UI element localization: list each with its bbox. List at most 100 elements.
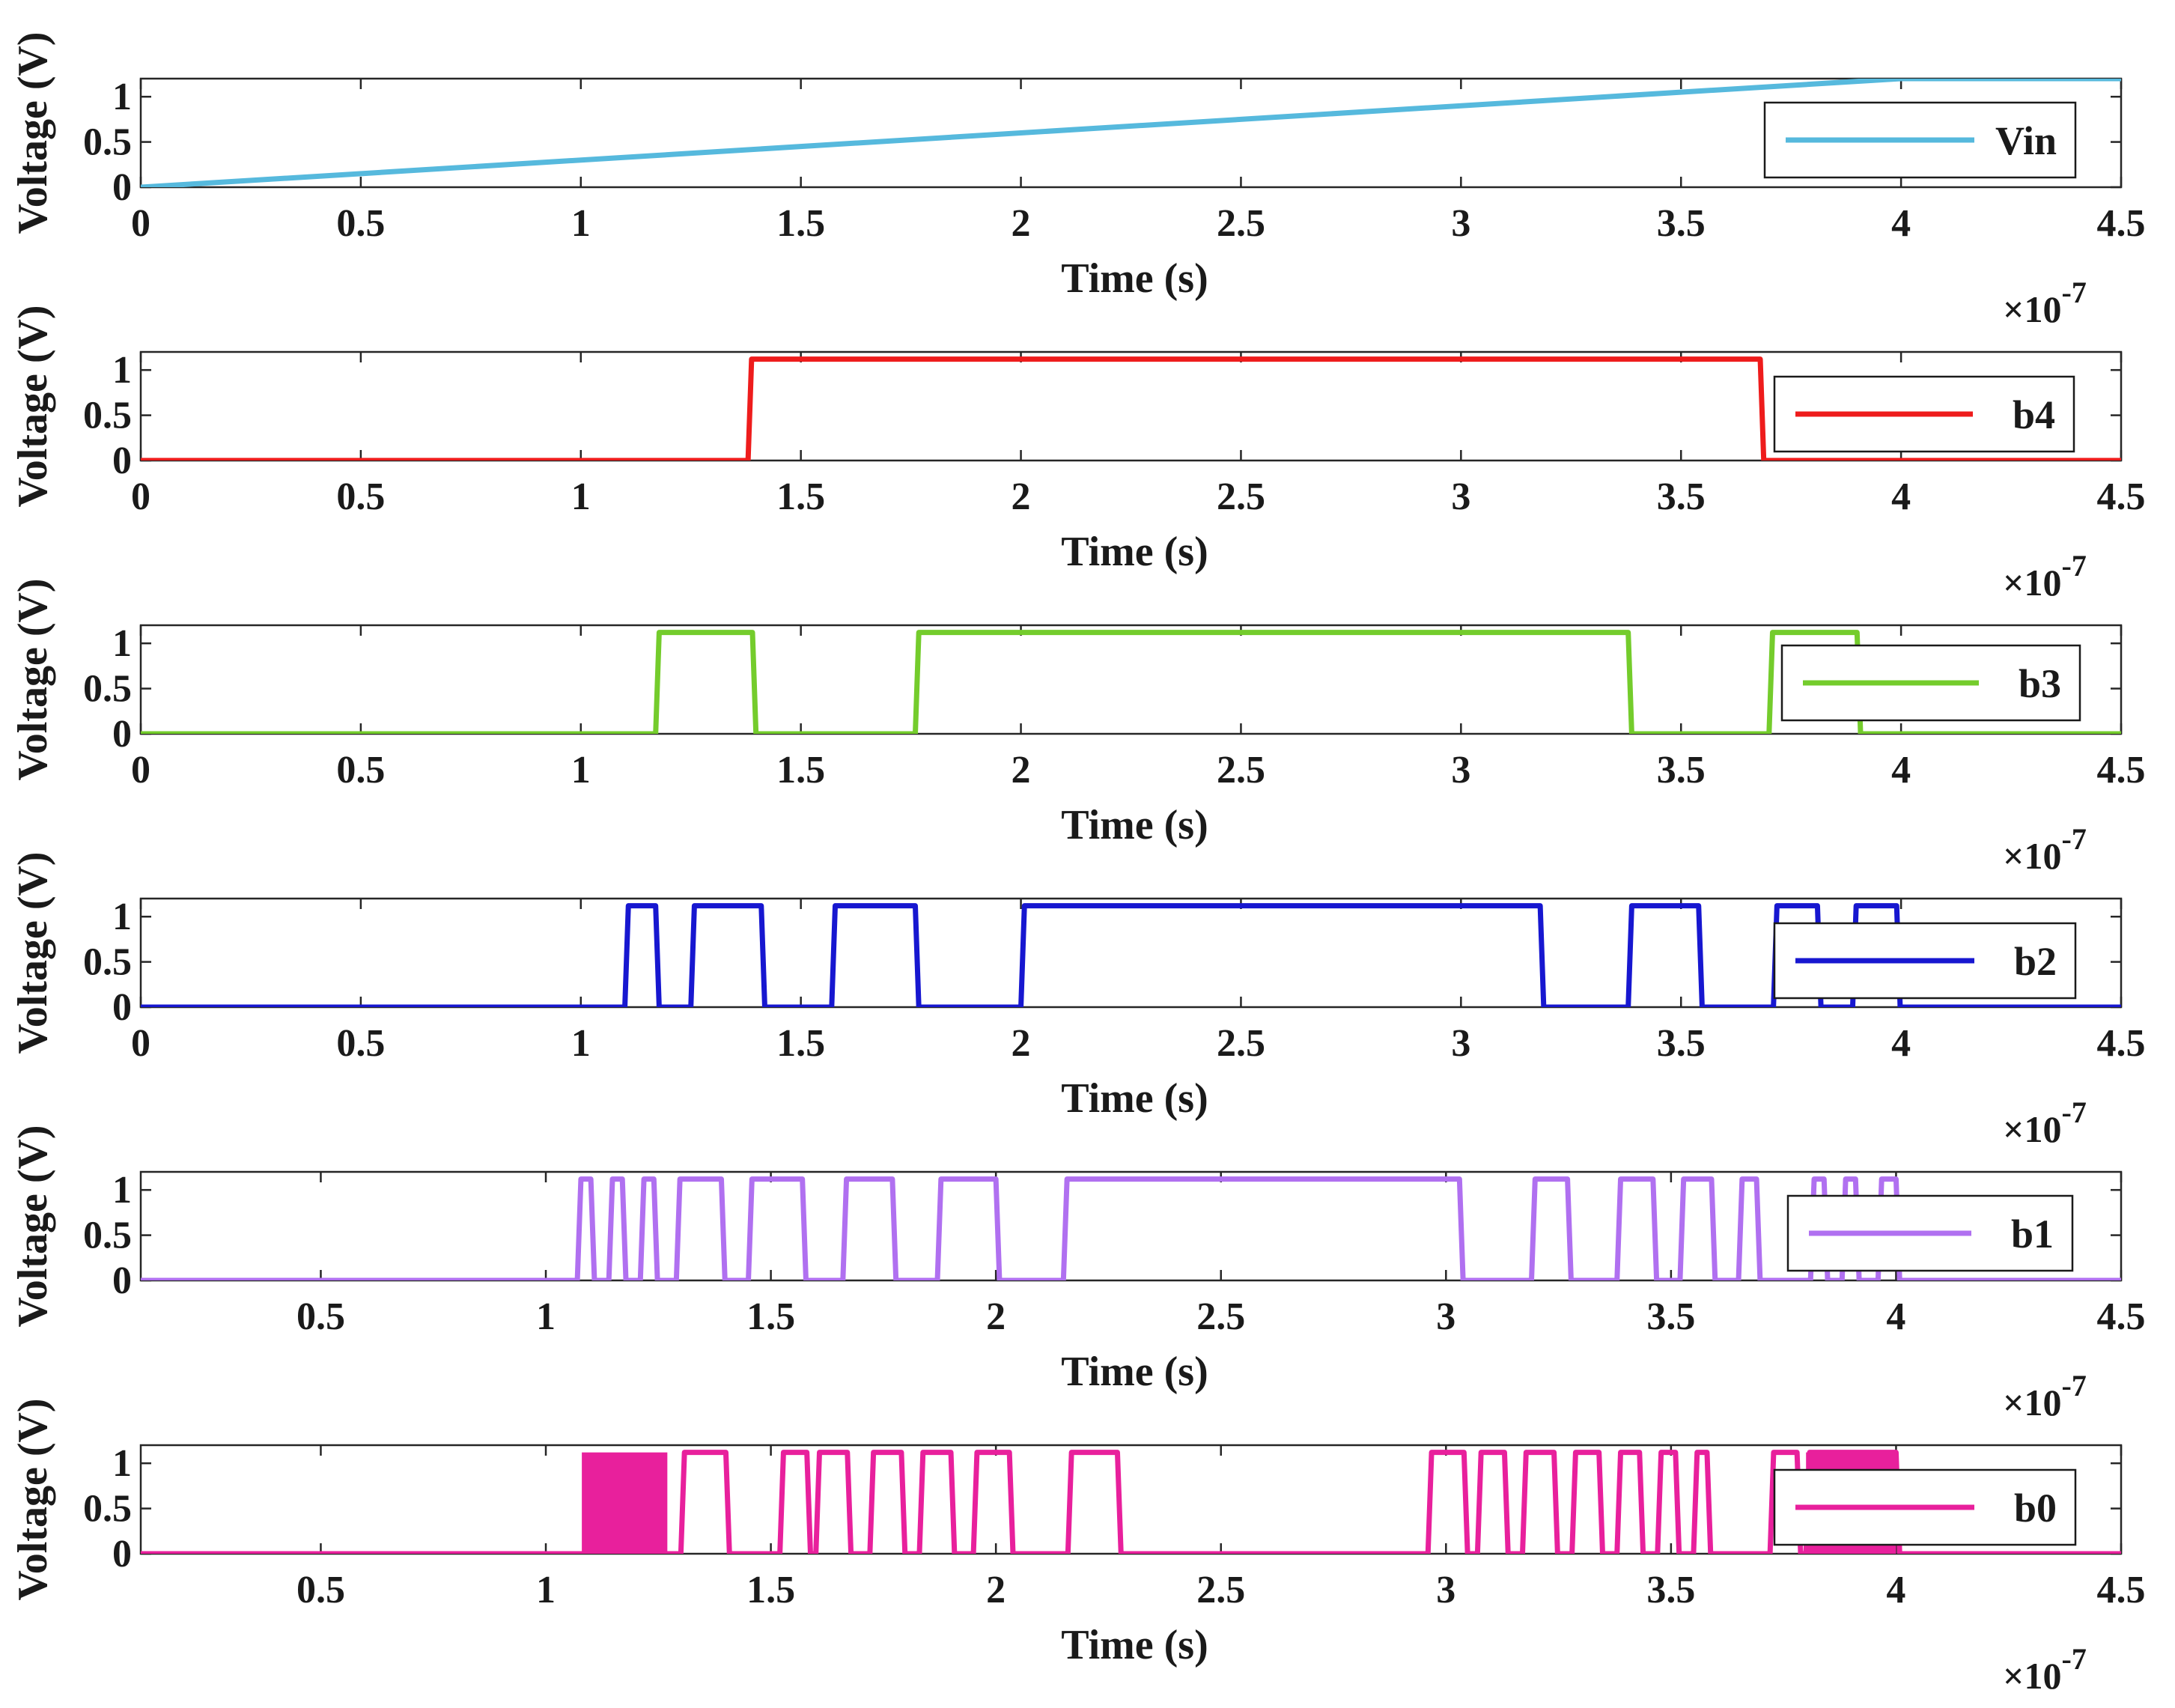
- x-tick-label: 1: [536, 1295, 556, 1338]
- legend: b3: [1780, 644, 2081, 722]
- x-tick-label: 2.5: [1217, 475, 1265, 518]
- x-exponent-power: -7: [2062, 822, 2087, 856]
- x-axis-label: Time (s): [1061, 1349, 1208, 1395]
- legend-label: b2: [2014, 939, 2057, 984]
- x-tick-label: 3.5: [1657, 749, 1706, 791]
- y-axis-label: Voltage (V): [10, 851, 56, 1054]
- x-tick-label: 0: [131, 749, 150, 791]
- x-tick-label: 3.5: [1646, 1295, 1695, 1338]
- x-exponent: ×10-7: [2003, 1095, 2087, 1150]
- x-exponent-base: ×10: [2003, 1382, 2062, 1423]
- legend: b2: [1773, 922, 2077, 1000]
- series-Vin-line: [141, 79, 2121, 187]
- x-tick-label: 1.5: [746, 1569, 795, 1611]
- y-axis-label: Voltage (V): [10, 31, 56, 234]
- x-tick-label: 4: [1886, 1569, 1905, 1611]
- x-tick-label: 0: [131, 1022, 150, 1065]
- y-tick-label: 0.5: [83, 668, 132, 711]
- x-axis-label: Time (s): [1061, 529, 1208, 575]
- x-tick-label: 2.5: [1196, 1295, 1245, 1338]
- legend-label: Vin: [1995, 118, 2057, 163]
- y-tick-label: 0.5: [83, 1488, 132, 1531]
- x-exponent: ×10-7: [2003, 549, 2087, 604]
- x-exponent-base: ×10: [2003, 1108, 2062, 1150]
- y-tick-label: 1: [112, 1169, 132, 1212]
- series-b4-group: [141, 356, 2121, 461]
- x-tick-label: 4: [1891, 749, 1911, 791]
- y-tick-label: 0: [112, 1259, 132, 1302]
- y-axis-label: Voltage (V): [10, 1125, 56, 1327]
- x-axis-label: Time (s): [1061, 1622, 1208, 1668]
- y-axis-label: Voltage (V): [10, 1398, 56, 1600]
- y-tick-label: 0: [112, 1533, 132, 1575]
- x-tick-label: 0.5: [296, 1569, 345, 1611]
- x-tick-label: 0.5: [296, 1295, 345, 1338]
- x-tick-label: 0.5: [336, 749, 385, 791]
- x-tick-label: 3: [1451, 1022, 1470, 1065]
- legend: Vin: [1763, 101, 2077, 179]
- x-tick-label: 2.5: [1217, 202, 1265, 245]
- series-b4-line: [141, 356, 2121, 461]
- y-axis-label: Voltage (V): [10, 578, 56, 780]
- legend-label: b0: [2014, 1486, 2057, 1531]
- y-tick-label: 0: [112, 713, 132, 756]
- x-tick-label: 1: [571, 749, 591, 791]
- y-tick-label: 1: [112, 76, 132, 118]
- x-tick-label: 1: [571, 202, 591, 245]
- series-b2-group: [141, 903, 2121, 1007]
- x-tick-label: 4.5: [2097, 1295, 2146, 1338]
- x-tick-label: 4: [1886, 1295, 1905, 1338]
- x-axis-label: Time (s): [1061, 255, 1208, 302]
- x-exponent-power: -7: [2062, 1369, 2087, 1402]
- x-tick-label: 2.5: [1217, 1022, 1265, 1065]
- x-tick-label: 1.5: [776, 475, 825, 518]
- dense-switching-block: [582, 1452, 668, 1554]
- legend-label: b1: [2011, 1212, 2054, 1256]
- x-tick-label: 3: [1436, 1295, 1455, 1338]
- x-exponent: ×10-7: [2003, 1642, 2087, 1697]
- series-b1-line: [141, 1176, 2121, 1280]
- y-tick-label: 0.5: [83, 941, 132, 984]
- x-tick-label: 3.5: [1657, 475, 1706, 518]
- series-b0-line: [141, 1450, 2121, 1554]
- legend-label: b3: [2019, 661, 2061, 706]
- x-tick-label: 3.5: [1657, 1022, 1706, 1065]
- x-tick-label: 2: [986, 1295, 1006, 1338]
- x-exponent-power: -7: [2062, 549, 2087, 583]
- x-axis-label: Time (s): [1061, 1075, 1208, 1122]
- y-tick-label: 0.5: [83, 395, 132, 437]
- y-tick-label: 1: [112, 349, 132, 392]
- y-tick-label: 0.5: [83, 121, 132, 164]
- legend: b0: [1773, 1468, 2077, 1546]
- x-tick-label: 3.5: [1646, 1569, 1695, 1611]
- x-tick-label: 1.5: [776, 1022, 825, 1065]
- x-tick-label: 2: [1012, 475, 1031, 518]
- x-tick-label: 4: [1891, 475, 1911, 518]
- series-b1-group: [141, 1176, 2121, 1280]
- x-tick-label: 3: [1451, 202, 1470, 245]
- x-tick-label: 2: [1012, 749, 1031, 791]
- series-b3-group: [141, 630, 2121, 734]
- y-axis-label: Voltage (V): [10, 305, 56, 507]
- y-tick-label: 0: [112, 166, 132, 209]
- x-tick-label: 2: [1012, 1022, 1031, 1065]
- x-tick-label: 3: [1436, 1569, 1455, 1611]
- x-exponent: ×10-7: [2003, 822, 2087, 877]
- x-tick-label: 1.5: [746, 1295, 795, 1338]
- x-tick-label: 2.5: [1196, 1569, 1245, 1611]
- x-exponent: ×10-7: [2003, 276, 2087, 330]
- x-tick-label: 4: [1891, 202, 1911, 245]
- x-exponent-power: -7: [2062, 1095, 2087, 1129]
- x-tick-label: 1: [571, 475, 591, 518]
- series-Vin-group: [141, 79, 2121, 187]
- x-tick-label: 1.5: [776, 202, 825, 245]
- y-tick-label: 0: [112, 986, 132, 1029]
- legend-label: b4: [2013, 392, 2055, 437]
- x-tick-label: 0.5: [336, 475, 385, 518]
